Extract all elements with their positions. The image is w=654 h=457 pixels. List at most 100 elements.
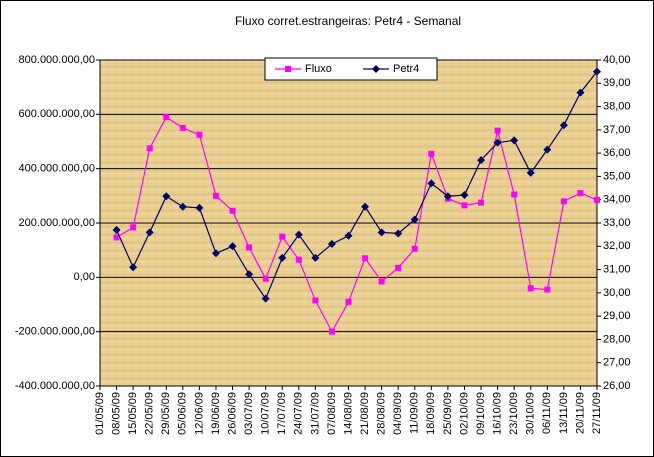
x-tick-label: 02/10/09 (458, 392, 470, 435)
point (526, 168, 535, 177)
y2-tick-label: 30,00 (603, 287, 631, 299)
y2-tick-label: 34,00 (603, 194, 631, 206)
point (228, 242, 237, 251)
point (511, 191, 518, 198)
y-tick-label: 200.000.000,00 (19, 217, 95, 229)
point (577, 190, 584, 197)
point (493, 138, 502, 147)
y-tick-label: -400.000.000,00 (15, 380, 95, 392)
point (344, 231, 353, 240)
x-tick-label: 07/08/09 (326, 392, 338, 435)
x-tick-label: 21/08/09 (359, 392, 371, 435)
y2-tick-label: 27,00 (603, 357, 631, 369)
point (411, 245, 418, 252)
y2-tick-label: 33,00 (603, 217, 631, 229)
x-tick-label: 25/09/09 (442, 392, 454, 435)
y-tick-label: 400.000.000,00 (19, 163, 95, 175)
x-tick-label: 15/05/09 (127, 392, 139, 435)
y2-tick-label: 26,00 (603, 380, 631, 392)
point (345, 298, 352, 305)
x-tick-label: 01/05/09 (94, 392, 106, 435)
point (179, 124, 186, 131)
y2-tick-label: 28,00 (603, 333, 631, 345)
legend-marker (372, 65, 380, 73)
y-tick-label: -200.000.000,00 (15, 326, 95, 338)
point (361, 202, 370, 211)
point (377, 228, 386, 237)
x-tick-label: 28/08/09 (376, 392, 388, 435)
x-tick-label: 08/05/09 (110, 392, 122, 435)
x-tick-label: 18/09/09 (425, 392, 437, 435)
point (477, 156, 486, 165)
point (278, 253, 287, 262)
y2-tick-label: 38,00 (603, 100, 631, 112)
point (295, 256, 302, 263)
y2-tick-label: 35,00 (603, 170, 631, 182)
point (544, 286, 551, 293)
point (428, 150, 435, 157)
y2-tick-label: 31,00 (603, 263, 631, 275)
point (443, 192, 452, 201)
y-tick-label: 0,00 (74, 271, 95, 283)
x-tick-label: 06/11/09 (541, 392, 553, 434)
y-tick-label: 800.000.000,00 (19, 54, 95, 66)
point (229, 207, 236, 214)
point (560, 198, 567, 205)
x-tick-label: 27/11/09 (591, 392, 603, 434)
point (195, 203, 204, 212)
point (162, 192, 171, 201)
y2-tick-label: 32,00 (603, 240, 631, 252)
point (593, 67, 601, 76)
x-tick-label: 31/07/09 (309, 392, 321, 435)
point (145, 228, 154, 237)
point (112, 225, 121, 234)
point (146, 145, 153, 152)
point (130, 224, 137, 231)
point (312, 297, 319, 304)
point (494, 127, 501, 134)
point (378, 278, 385, 285)
y2-tick-label: 37,00 (603, 124, 631, 136)
point (245, 270, 254, 279)
x-tick-label: 24/07/09 (293, 392, 305, 435)
point (261, 294, 270, 303)
point (460, 191, 469, 200)
legend-label: Fluxo (305, 63, 332, 75)
point (527, 285, 534, 292)
point (394, 229, 403, 238)
point (178, 202, 187, 211)
x-tick-label: 30/10/09 (525, 392, 537, 435)
x-tick-label: 14/08/09 (342, 392, 354, 435)
x-tick-label: 17/07/09 (276, 392, 288, 435)
chart-title: Fluxo corret.estrangeiras: Petr4 - Seman… (235, 14, 461, 28)
point (279, 233, 286, 240)
point (427, 179, 436, 188)
x-tick-label: 29/05/09 (160, 392, 172, 435)
point (311, 253, 320, 262)
x-tick-label: 09/10/09 (475, 392, 487, 435)
point (212, 192, 219, 199)
point (129, 263, 138, 272)
point (327, 239, 336, 248)
point (362, 255, 369, 262)
point (510, 136, 519, 145)
x-tick-label: 23/10/09 (508, 392, 520, 435)
x-tick-label: 10/07/09 (260, 392, 272, 435)
x-tick-label: 03/07/09 (243, 392, 255, 435)
y-tick-label: 600.000.000,00 (19, 108, 95, 120)
x-tick-label: 26/06/09 (226, 392, 238, 435)
x-tick-label: 11/09/09 (409, 392, 421, 434)
legend-marker (285, 66, 291, 72)
legend-label: Petr4 (393, 63, 419, 75)
point (163, 114, 170, 121)
point (576, 88, 585, 97)
point (395, 264, 402, 271)
point (211, 249, 220, 258)
point (328, 328, 335, 335)
x-tick-label: 19/06/09 (210, 392, 222, 435)
x-tick-label: 04/09/09 (392, 392, 404, 435)
point (543, 145, 552, 154)
point (594, 196, 600, 203)
point (461, 202, 468, 209)
